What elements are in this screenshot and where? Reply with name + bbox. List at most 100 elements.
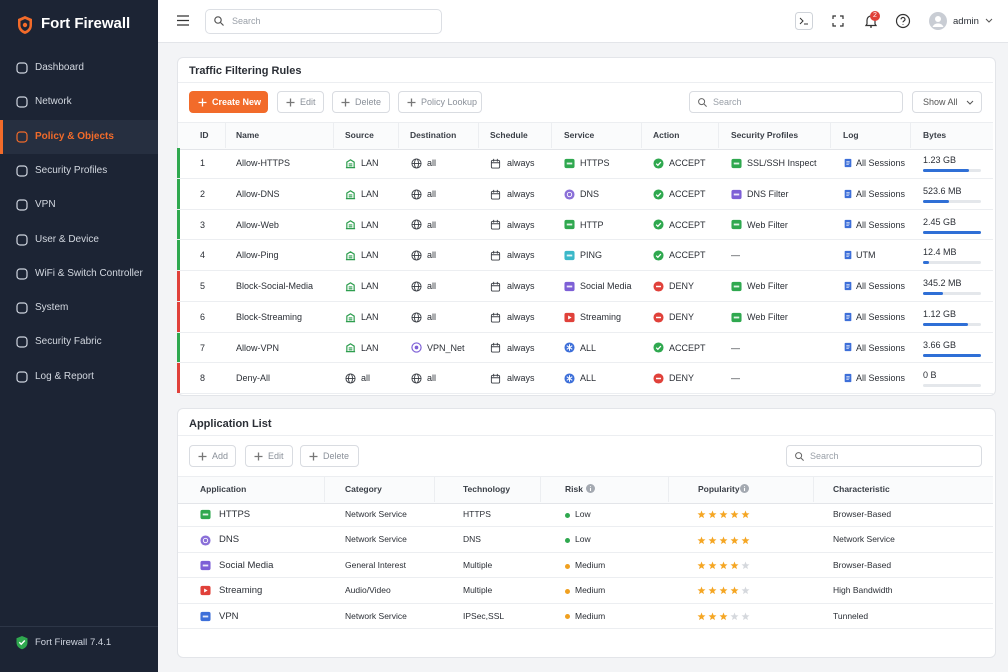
column-divider — [641, 122, 642, 148]
rule-row[interactable] — [178, 271, 993, 302]
action-icon — [653, 373, 664, 384]
rule-status-bar — [177, 271, 180, 301]
rules-button[interactable] — [398, 91, 482, 113]
popularity-stars — [697, 536, 750, 544]
column-header: Characteristic — [833, 484, 890, 494]
menu-toggle[interactable] — [177, 15, 189, 26]
search-placeholder: Search — [713, 97, 742, 107]
app-row[interactable] — [178, 604, 993, 629]
nav-item[interactable]: VPN — [35, 199, 56, 211]
rule-bytes: 1.23 GB — [923, 155, 957, 165]
rule-action: DENY — [669, 281, 695, 291]
app-row[interactable] — [178, 527, 993, 553]
app-row[interactable] — [178, 578, 993, 604]
rule-profile: Web Filter — [747, 219, 788, 230]
usage-track — [923, 384, 981, 388]
rule-row[interactable] — [178, 363, 993, 394]
column-header: Popularity — [698, 484, 740, 494]
nav-item[interactable]: Security Profiles — [35, 164, 108, 176]
destination-icon — [411, 373, 422, 384]
column-header: Schedule — [490, 130, 528, 140]
destination-icon — [411, 189, 422, 200]
nav-item[interactable]: Log & Report — [35, 370, 94, 382]
app-characteristic: Browser-Based — [833, 509, 892, 519]
nav-item[interactable]: Security Fabric — [35, 336, 102, 348]
rule-row[interactable] — [178, 179, 993, 210]
search-placeholder: Search — [810, 451, 839, 461]
table-header-bg — [178, 122, 993, 150]
usage-bar — [923, 353, 981, 357]
source-icon — [345, 282, 356, 292]
rule-row[interactable] — [178, 148, 993, 179]
rule-service: PING — [580, 250, 603, 261]
user-avatar[interactable] — [929, 12, 947, 30]
rule-destination: all — [427, 311, 437, 322]
app-technology: DNS — [463, 534, 481, 545]
rule-row[interactable] — [178, 210, 993, 241]
log-icon — [844, 158, 852, 168]
nav-item[interactable]: System — [35, 302, 69, 314]
footer-product: Fort Firewall — [35, 637, 88, 648]
rule-row[interactable] — [178, 333, 993, 364]
rule-row[interactable] — [178, 302, 993, 333]
app-characteristic: Tunneled — [833, 610, 869, 621]
action-icon — [653, 219, 664, 230]
nav-icon — [16, 371, 28, 383]
app-risk: Medium — [575, 559, 606, 570]
nav-item[interactable]: Policy & Objects — [35, 130, 114, 142]
log-icon — [844, 250, 852, 260]
schedule-icon — [490, 158, 501, 169]
destination-icon — [411, 250, 422, 261]
popularity-stars — [697, 586, 750, 595]
cli-button[interactable] — [795, 12, 813, 30]
rule-log: All Sessions — [856, 158, 906, 168]
app-risk: Low — [575, 509, 591, 519]
filter-select[interactable] — [912, 91, 982, 113]
info-icon[interactable] — [740, 484, 749, 493]
log-icon — [844, 373, 852, 383]
app-icon — [200, 510, 211, 520]
rules-button[interactable] — [332, 91, 390, 113]
nav-item[interactable]: WiFi & Switch Controller — [35, 267, 143, 279]
rule-schedule: always — [507, 281, 535, 291]
destination-icon — [411, 158, 422, 169]
nav-item[interactable]: User & Device — [35, 233, 99, 245]
fullscreen-button[interactable] — [829, 12, 847, 30]
button-icon — [309, 452, 318, 461]
rule-row[interactable] — [178, 240, 993, 271]
nav-item[interactable]: Network — [35, 96, 72, 108]
global-search[interactable] — [205, 9, 442, 34]
nav-icon — [16, 96, 28, 108]
rule-log: All Sessions — [856, 281, 906, 291]
app-category: Network Service — [345, 610, 407, 621]
column-header: Log — [843, 130, 859, 140]
brand-logo — [18, 16, 32, 34]
nav-item[interactable]: Dashboard — [35, 62, 84, 73]
app-button[interactable] — [189, 445, 236, 467]
help-button[interactable] — [895, 13, 911, 29]
filter-label: Show All — [923, 97, 958, 107]
app-button[interactable] — [300, 445, 359, 467]
action-icon — [653, 158, 664, 169]
rules-button[interactable] — [189, 91, 268, 113]
source-icon — [345, 312, 356, 322]
app-button[interactable] — [245, 445, 293, 467]
app-category: Network Service — [345, 534, 407, 545]
search-box[interactable] — [689, 91, 903, 113]
app-icon — [200, 586, 211, 596]
rule-schedule: always — [507, 373, 535, 384]
user-name[interactable]: admin — [953, 16, 979, 27]
column-header: ID — [200, 130, 209, 140]
info-icon[interactable] — [586, 484, 595, 493]
rule-destination: all — [427, 158, 437, 168]
schedule-icon — [490, 220, 501, 230]
app-technology: IPSec,SSL — [463, 610, 505, 621]
column-header: Source — [345, 130, 374, 140]
app-row[interactable] — [178, 553, 993, 579]
search-box[interactable] — [786, 445, 982, 467]
rule-status-bar — [177, 332, 180, 363]
rule-action: ACCEPT — [669, 158, 706, 168]
rules-button[interactable] — [277, 91, 324, 113]
service-icon — [564, 220, 575, 230]
app-row[interactable] — [178, 502, 993, 528]
